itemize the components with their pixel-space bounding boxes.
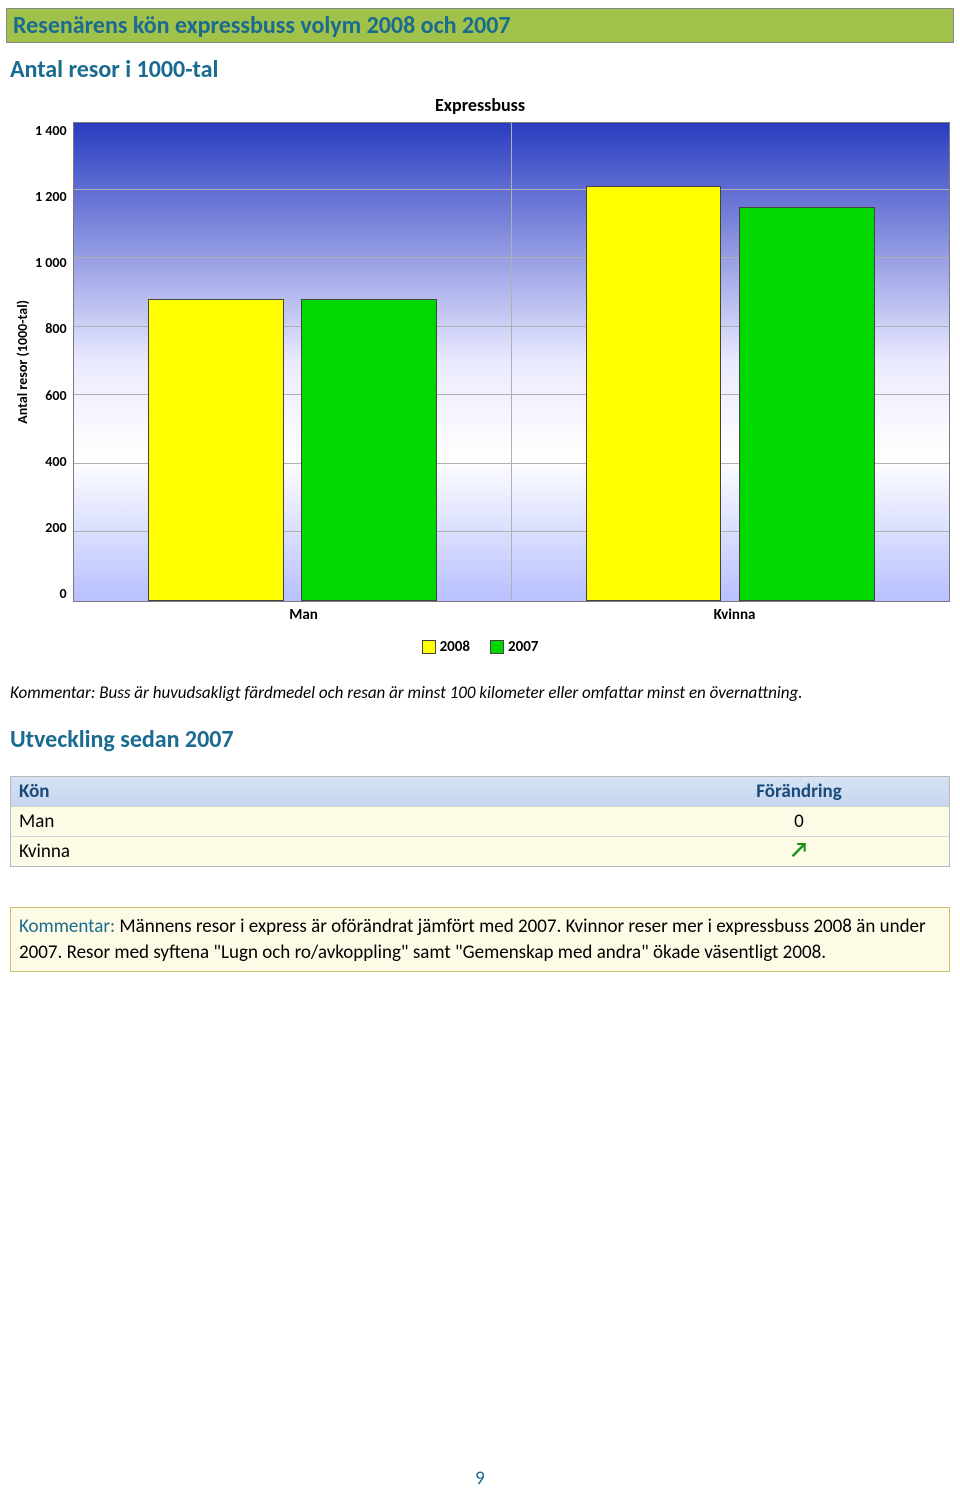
y-tick: 1 400	[35, 122, 67, 139]
comment-box: Kommentar: Männens resor i express är of…	[10, 907, 950, 972]
bar-man-2008	[148, 299, 284, 601]
comment-text: Männens resor i express är oförändrat jä…	[19, 915, 926, 964]
bar-man-2007	[301, 299, 437, 601]
legend-swatch	[422, 640, 436, 654]
comment-italic: Kommentar: Buss är huvudsakligt färdmede…	[10, 682, 950, 703]
table-header-row: Kön Förändring	[11, 777, 949, 807]
chart-area: Antal resor (1000-tal) 1 400 1 200 1 000 80…	[10, 122, 950, 602]
category-divider	[511, 123, 512, 601]
legend-item: 2007	[490, 638, 538, 656]
page-header-bar: Resenärens kön expressbuss volym 2008 oc…	[6, 8, 954, 43]
y-tick: 800	[35, 320, 67, 337]
table-header-col1: Kön	[11, 777, 649, 806]
subtitle: Antal resor i 1000-tal	[10, 55, 960, 84]
x-label: Man	[88, 602, 519, 624]
page-title: Resenärens kön expressbuss volym 2008 oc…	[13, 11, 947, 40]
y-tick: 200	[35, 519, 67, 536]
legend-item: 2008	[422, 638, 470, 656]
y-tick: 1 000	[35, 254, 67, 271]
y-tick: 600	[35, 387, 67, 404]
page-number: 9	[0, 1467, 960, 1490]
legend-label: 2008	[440, 638, 470, 656]
section-title: Utveckling sedan 2007	[10, 725, 960, 754]
bar-kvinna-2007	[739, 207, 875, 601]
arrow-up-icon: ↗	[649, 837, 949, 866]
table-row: Man0	[11, 807, 949, 837]
chart-container: Expressbuss Antal resor (1000-tal) 1 400…	[10, 94, 950, 656]
change-table: Kön Förändring Man0Kvinna↗	[10, 776, 950, 867]
legend-label: 2007	[508, 638, 538, 656]
chart-title: Expressbuss	[10, 94, 950, 116]
chart-legend: 2008 2007	[10, 638, 950, 656]
table-cell-label: Man	[11, 807, 649, 836]
x-label: Kvinna	[519, 602, 950, 624]
table-header-col2: Förändring	[649, 777, 949, 806]
table-cell-value: 0	[649, 807, 949, 836]
table-row: Kvinna↗	[11, 837, 949, 866]
y-axis-ticks: 1 400 1 200 1 000 800 600 400 200 0	[35, 122, 73, 602]
y-axis-label: Antal resor (1000-tal)	[10, 300, 35, 424]
chart-plot	[73, 122, 950, 602]
comment-label: Kommentar:	[19, 915, 115, 938]
bar-kvinna-2008	[586, 186, 722, 601]
y-tick: 0	[35, 585, 67, 602]
grid-line	[74, 189, 949, 190]
y-tick: 1 200	[35, 188, 67, 205]
y-tick: 400	[35, 453, 67, 470]
table-cell-label: Kvinna	[11, 837, 649, 866]
legend-swatch	[490, 640, 504, 654]
x-axis-labels: ManKvinna	[88, 602, 950, 624]
